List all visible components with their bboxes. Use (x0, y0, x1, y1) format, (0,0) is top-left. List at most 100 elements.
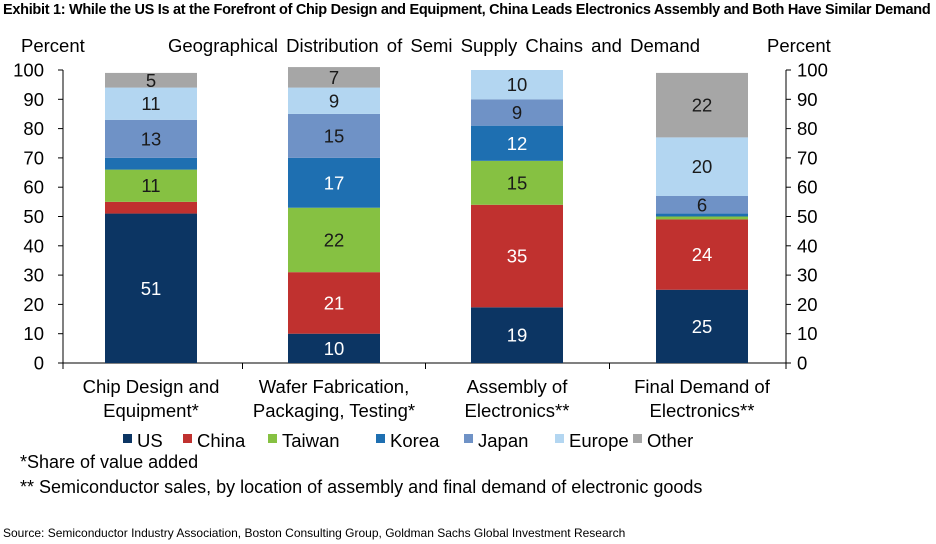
data-label-other: 5 (146, 70, 156, 91)
legend-swatch-korea (376, 434, 385, 443)
bar-segment-taiwan (105, 169, 197, 202)
y-tick-label-right: 40 (797, 235, 818, 256)
bar-segment-us (656, 289, 748, 363)
legend-label-china: China (197, 430, 246, 451)
category-label: Final Demand of (634, 376, 771, 397)
legend-swatch-taiwan (268, 434, 277, 443)
y-tick-label-left: 80 (23, 118, 44, 139)
y-tick-label-left: 60 (23, 177, 44, 198)
data-label-us: 25 (692, 316, 713, 337)
y-tick-label-right: 90 (797, 89, 818, 110)
y-axis-label-left: Percent (21, 35, 85, 56)
y-tick-label-right: 0 (797, 353, 807, 374)
data-label-us: 10 (324, 338, 345, 359)
data-label-china: 35 (507, 246, 528, 267)
bar-segment-taiwan (471, 160, 563, 205)
data-label-china: 21 (324, 292, 345, 313)
data-label-europe: 20 (692, 156, 713, 177)
bar-segment-japan (105, 119, 197, 158)
category-labels: Chip Design and Equipment* Wafer Fabricati… (83, 376, 771, 421)
source-note: Source: Semiconductor Industry Associati… (3, 526, 626, 540)
y-tick-label-right: 50 (797, 206, 818, 227)
data-label-japan: 9 (512, 102, 522, 123)
bar-segment-europe (656, 137, 748, 196)
bar-segment-taiwan (288, 207, 380, 273)
category-label: Wafer Fabrication, (259, 376, 409, 397)
data-label-taiwan: 11 (141, 175, 160, 196)
bar-segment-us (288, 333, 380, 363)
bar-segment-china (288, 272, 380, 334)
y-tick-label-left: 100 (13, 60, 44, 81)
y-tick-label-left: 10 (23, 323, 44, 344)
legend-swatch-japan (464, 434, 473, 443)
bar-segment-europe (105, 87, 197, 120)
bar-segment-europe (288, 87, 380, 114)
y-tick-label-left: 30 (23, 265, 44, 286)
bar-segment-europe (471, 70, 563, 100)
axes: 0 0 10 10 20 20 30 30 40 40 50 50 60 60 70 70 80 80 90 90 10… (13, 60, 828, 374)
y-tick-label-left: 90 (23, 89, 44, 110)
category-label: Chip Design and (83, 376, 220, 397)
chart-title: Geographical Distribution of Semi Supply… (168, 35, 700, 56)
y-tick-label-right: 10 (797, 323, 818, 344)
legend-label-other: Other (647, 430, 693, 451)
legend: US China Taiwan Korea Japan Europe Other (123, 430, 693, 451)
category-label: Equipment* (103, 400, 199, 421)
footnote-value-added: *Share of value added (20, 452, 199, 472)
category-label: Electronics** (650, 400, 755, 421)
legend-label-europe: Europe (569, 430, 629, 451)
data-label-china: 24 (692, 244, 713, 265)
bar-segment-korea (105, 157, 197, 170)
legend-swatch-other (633, 434, 642, 443)
bar-segment-korea (471, 125, 563, 161)
data-label-japan: 15 (324, 125, 345, 146)
data-label-europe: 11 (141, 93, 160, 114)
data-label-taiwan: 15 (507, 172, 528, 193)
legend-label-taiwan: Taiwan (282, 430, 340, 451)
data-label-other: 22 (692, 95, 713, 116)
legend-label-japan: Japan (478, 430, 528, 451)
bar-segment-korea (656, 213, 748, 217)
bar-segment-other (105, 72, 197, 88)
data-label-korea: 17 (324, 172, 345, 193)
y-tick-label-right: 30 (797, 265, 818, 286)
data-label-europe: 9 (329, 90, 339, 111)
y-tick-label-left: 50 (23, 206, 44, 227)
data-label-other: 7 (329, 67, 339, 88)
category-label: Assembly of (467, 376, 569, 397)
bar-segment-china (656, 219, 748, 290)
category-label: Electronics** (465, 400, 570, 421)
data-label-us: 19 (507, 325, 528, 346)
data-label-us: 51 (141, 278, 162, 299)
bar-segment-japan (471, 99, 563, 126)
bars-group (105, 67, 748, 363)
data-label-korea: 12 (507, 133, 528, 154)
y-tick-label-right: 100 (797, 60, 828, 81)
bar-segment-japan (656, 195, 748, 214)
bar-segment-china (471, 204, 563, 308)
y-tick-label-left: 20 (23, 294, 44, 315)
bar-segment-taiwan (656, 216, 748, 220)
bar-segment-other (288, 67, 380, 88)
legend-swatch-china (183, 434, 192, 443)
legend-label-us: US (137, 430, 163, 451)
bar-segment-us (105, 213, 197, 363)
category-label: Packaging, Testing* (253, 400, 415, 421)
data-label-taiwan: 22 (324, 229, 345, 250)
y-tick-label-right: 60 (797, 177, 818, 198)
bar-segment-other (656, 72, 748, 138)
y-tick-label-right: 70 (797, 147, 818, 168)
data-label-japan: 13 (141, 128, 162, 149)
legend-label-korea: Korea (390, 430, 440, 451)
y-tick-label-left: 70 (23, 147, 44, 168)
y-tick-label-left: 0 (34, 353, 44, 374)
bar-segment-japan (288, 113, 380, 158)
footnote-semiconductor-sales: ** Semiconductor sales, by location of a… (20, 477, 703, 497)
bar-segment-china (105, 201, 197, 214)
data-label-japan: 6 (697, 194, 707, 215)
exhibit-title: Exhibit 1: While the US Is at the Forefr… (3, 2, 931, 18)
bar-value-labels: 5111131151021221715971935151291025246202… (141, 67, 713, 359)
y-axis-label-right: Percent (767, 35, 831, 56)
data-label-europe: 10 (507, 74, 528, 95)
